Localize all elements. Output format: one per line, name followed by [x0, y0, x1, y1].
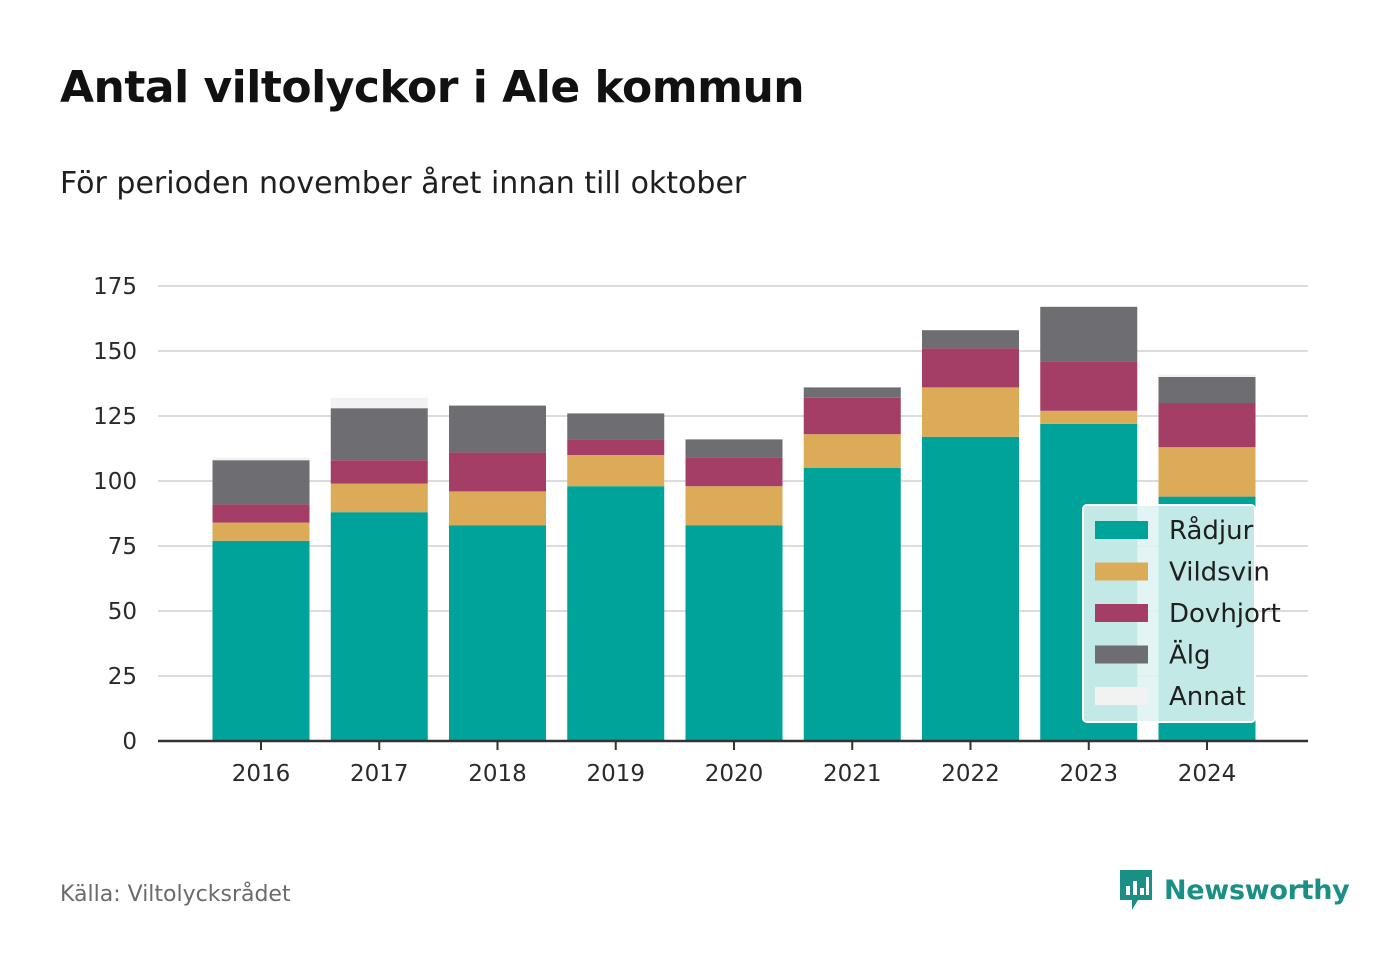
- source-note: Källa: Viltolycksrådet: [60, 882, 291, 907]
- bar-segment: [685, 525, 783, 741]
- brand-name: Newsworthy: [1164, 874, 1350, 906]
- bar-segment: [449, 452, 546, 492]
- newsworthy-logo-icon: [1120, 870, 1152, 910]
- bar-segment: [1158, 403, 1256, 448]
- legend-label: Rådjur: [1169, 515, 1254, 546]
- bar-segment: [330, 483, 428, 513]
- x-tick-label: 2024: [1178, 761, 1237, 787]
- legend-swatch: [1095, 687, 1148, 705]
- y-axis-ticks: 0 25 50 75 100 125 150 175: [93, 274, 137, 755]
- bar-segment: [212, 522, 310, 541]
- bar-segment: [803, 468, 901, 741]
- bar-segment: [212, 457, 310, 461]
- x-tick-label: 2016: [232, 761, 291, 787]
- x-axis-ticks: 2016 2017 2018 2019 2020 2021 2022 2023 2024: [158, 739, 1308, 787]
- bar-segment: [1040, 361, 1138, 411]
- legend-label: Vildsvin: [1169, 558, 1270, 588]
- bar-segment: [449, 491, 546, 526]
- x-tick-label: 2018: [468, 761, 527, 787]
- legend-label: Älg: [1169, 639, 1211, 671]
- bar-segment: [1158, 374, 1256, 377]
- bar-segment: [922, 436, 1019, 741]
- bar-segment: [685, 486, 783, 526]
- bar-segment: [803, 397, 901, 435]
- brand-logo: Newsworthy: [1118, 868, 1350, 912]
- bar-segment: [330, 460, 428, 484]
- bar-segment: [567, 455, 665, 487]
- bar-segment: [212, 540, 310, 741]
- legend-box: [1082, 504, 1256, 723]
- bar-segment: [330, 408, 428, 461]
- bar-segment: [1040, 410, 1138, 424]
- bar-segment: [803, 387, 901, 398]
- bar-segment: [330, 397, 428, 409]
- y-tick-label: 150: [93, 339, 137, 365]
- legend: Rådjur Vildsvin Dovhjort Älg Annat: [1082, 504, 1281, 723]
- bar-segment: [1158, 377, 1256, 403]
- bar-segment: [449, 525, 546, 741]
- x-tick-label: 2019: [586, 761, 645, 787]
- legend-swatch: [1095, 604, 1148, 622]
- y-tick-label: 125: [93, 404, 137, 430]
- x-tick-label: 2022: [941, 761, 1000, 787]
- x-tick-label: 2021: [823, 761, 882, 787]
- legend-swatch: [1095, 645, 1148, 664]
- legend-swatch: [1095, 562, 1148, 581]
- x-tick-label: 2023: [1059, 761, 1118, 787]
- y-tick-label: 75: [108, 534, 137, 560]
- bar-segment: [922, 348, 1019, 388]
- x-tick-label: 2017: [350, 761, 409, 787]
- y-tick-label: 175: [93, 274, 137, 300]
- x-tick-label: 2020: [705, 761, 764, 787]
- bar-segment: [1040, 306, 1138, 362]
- bar-segment: [212, 504, 310, 523]
- legend-label: Annat: [1169, 682, 1246, 712]
- bar-segment: [922, 387, 1019, 437]
- bar-segment: [567, 486, 665, 741]
- bar-segment: [330, 512, 428, 741]
- legend-label: Dovhjort: [1169, 599, 1281, 629]
- y-tick-label: 25: [108, 664, 137, 690]
- bar-segment: [212, 460, 310, 505]
- y-tick-label: 50: [108, 599, 137, 625]
- legend-swatch: [1095, 521, 1148, 539]
- chart-title: Antal viltolyckor i Ale kommun: [60, 62, 805, 113]
- bar-segment: [685, 439, 783, 458]
- y-tick-label: 0: [122, 729, 137, 755]
- bar-segment: [567, 439, 665, 455]
- bar-segment: [922, 330, 1019, 349]
- bar-segment: [685, 457, 783, 487]
- bar-segment: [1158, 447, 1256, 497]
- bar-segment: [803, 434, 901, 468]
- chart-subtitle: För perioden november året innan till ok…: [60, 166, 747, 201]
- bar-segment: [567, 413, 665, 440]
- bar-segment: [449, 405, 546, 453]
- bars: [212, 306, 1256, 741]
- y-tick-label: 100: [93, 469, 137, 495]
